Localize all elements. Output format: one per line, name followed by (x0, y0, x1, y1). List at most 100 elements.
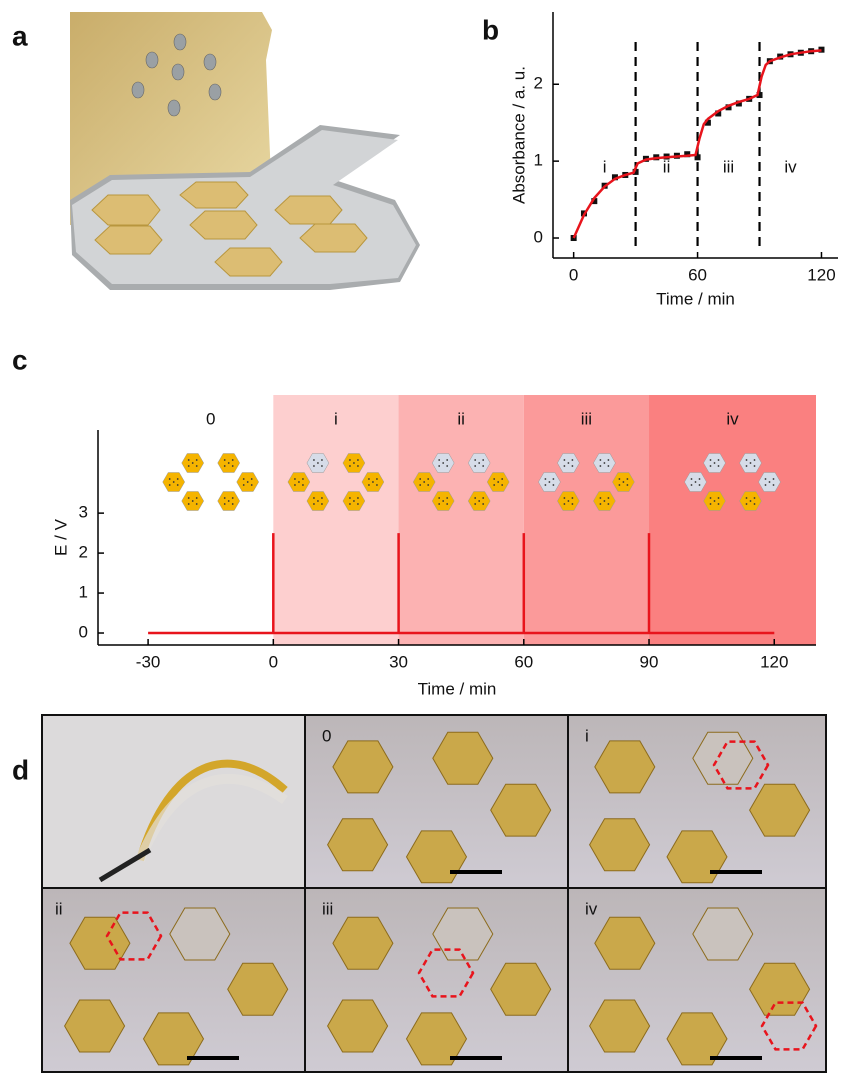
icon-dot (699, 478, 701, 480)
icon-dot (228, 462, 230, 464)
icon-dot (251, 478, 253, 480)
phase-label: i (334, 409, 338, 428)
icon-dot (317, 462, 319, 464)
phase-label: ii (457, 409, 465, 428)
icon-dot (568, 462, 570, 464)
icon-dot (754, 503, 756, 505)
icon-dot (501, 478, 503, 480)
icon-dot (604, 462, 606, 464)
icon-dot (357, 503, 359, 505)
icon-dot (228, 500, 230, 502)
icon-dot (313, 459, 315, 461)
icon-dot (746, 497, 748, 499)
icon-dot (368, 484, 370, 486)
icon-dot (192, 462, 194, 464)
icon-dot (691, 478, 693, 480)
icon-dot (564, 459, 566, 461)
icon-dot (438, 459, 440, 461)
icon-dot (691, 484, 693, 486)
icon-dot (718, 465, 720, 467)
icon-dot (243, 478, 245, 480)
y-axis-label: Absorbance / a. u. (509, 66, 528, 204)
icon-dot (710, 465, 712, 467)
icon-dot (188, 465, 190, 467)
photo-label: 0 (322, 726, 331, 745)
y-tick-label: 0 (534, 227, 543, 246)
device-illustration (70, 12, 420, 290)
icon-dot (192, 500, 194, 502)
icon-dot (699, 484, 701, 486)
icon-dot (321, 459, 323, 461)
icon-dot (232, 497, 234, 499)
x-tick-label: 60 (688, 265, 707, 284)
icon-dot (553, 484, 555, 486)
icon-dot (718, 459, 720, 461)
icon-dot (298, 481, 300, 483)
icon-dot (718, 503, 720, 505)
icon-dot (294, 484, 296, 486)
icon-dot (564, 465, 566, 467)
x-tick-label: 0 (569, 265, 578, 284)
phase-label: iv (784, 158, 797, 177)
icon-dot (313, 503, 315, 505)
icon-dot (600, 459, 602, 461)
phase-label: ii (663, 158, 671, 177)
icon-dot (188, 459, 190, 461)
icon-dot (627, 484, 629, 486)
icon-dot (773, 484, 775, 486)
icon-dot (493, 478, 495, 480)
icon-dot (750, 462, 752, 464)
icon-dot (188, 503, 190, 505)
icon-dot (754, 459, 756, 461)
y-tick-label: 2 (79, 543, 88, 562)
icon-dot (718, 497, 720, 499)
icon-dot (553, 478, 555, 480)
photo-label: iv (585, 899, 598, 918)
icon-dot (376, 484, 378, 486)
icon-dot (349, 497, 351, 499)
icon-dot (423, 481, 425, 483)
icon-dot (243, 484, 245, 486)
icon-dot (765, 478, 767, 480)
icon-dot (372, 481, 374, 483)
icon-dot (754, 465, 756, 467)
icon-dot (427, 478, 429, 480)
icon-dot (177, 484, 179, 486)
icon-dot (482, 497, 484, 499)
x-axis-label: Time / min (418, 679, 497, 698)
icon-dot (474, 459, 476, 461)
icon-dot (482, 465, 484, 467)
icon-dot (604, 500, 606, 502)
y-tick-label: 2 (534, 74, 543, 93)
photo-label: i (585, 726, 589, 745)
icon-dot (746, 465, 748, 467)
icon-dot (321, 503, 323, 505)
icon-dot (419, 484, 421, 486)
icon-dot (357, 459, 359, 461)
y-tick-label: 1 (534, 151, 543, 170)
icon-dot (572, 465, 574, 467)
phase-region (148, 395, 273, 645)
icon-dot (608, 497, 610, 499)
icon-dot (446, 459, 448, 461)
icon-dot (623, 481, 625, 483)
x-tick-label: -30 (136, 652, 161, 671)
icon-dot (572, 497, 574, 499)
icon-dot (224, 497, 226, 499)
photo-label: ii (55, 899, 63, 918)
icon-dot (427, 484, 429, 486)
icon-dot (549, 481, 551, 483)
icon-dot (619, 484, 621, 486)
icon-dot (754, 497, 756, 499)
icon-dot (357, 497, 359, 499)
icon-dot (600, 465, 602, 467)
panel-label: a (12, 20, 28, 51)
icon-dot (438, 465, 440, 467)
icon-dot (349, 465, 351, 467)
icon-dot (564, 497, 566, 499)
icon-dot (442, 462, 444, 464)
icon-dot (714, 500, 716, 502)
y-tick-label: 0 (79, 622, 88, 641)
icon-dot (446, 497, 448, 499)
y-tick-label: 3 (79, 503, 88, 522)
